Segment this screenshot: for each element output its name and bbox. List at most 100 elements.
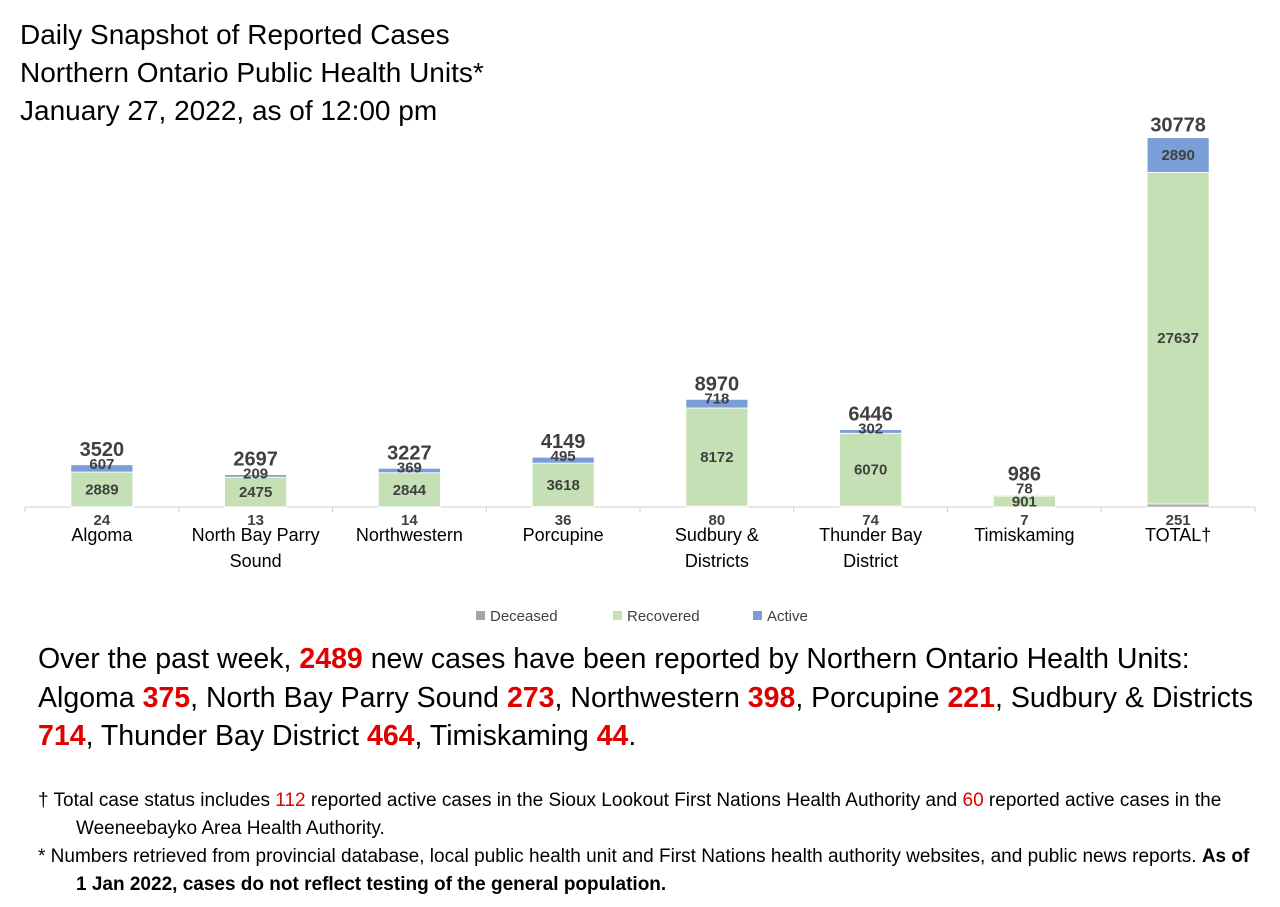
summary-items: Algoma 375, North Bay Parry Sound 273, N… bbox=[38, 682, 1253, 753]
footnote-dagger-number-2: 60 bbox=[962, 790, 984, 811]
bar-segment-recovered bbox=[1146, 171, 1210, 505]
summary-separator: , bbox=[85, 720, 101, 752]
total-label: 3227 bbox=[387, 442, 432, 464]
bar-segment-recovered bbox=[685, 407, 749, 507]
category-label: North Bay Parry bbox=[192, 525, 320, 545]
chart-title: Daily Snapshot of Reported Cases Norther… bbox=[20, 16, 484, 130]
data-label-active: 2890 bbox=[1161, 147, 1194, 164]
category-label: TOTAL† bbox=[1145, 525, 1211, 545]
bar-segment-recovered bbox=[839, 432, 903, 507]
data-label-deceased: 13 bbox=[247, 512, 264, 529]
summary-unit-name: Northwestern bbox=[570, 681, 748, 714]
footnote-star: * Numbers retrieved from provincial data… bbox=[38, 843, 1258, 899]
category-label: Sound bbox=[230, 551, 282, 571]
total-label: 30778 bbox=[1150, 115, 1206, 137]
footnote-dagger-number-1: 112 bbox=[275, 790, 306, 811]
footnotes: † Total case status includes 112 reporte… bbox=[38, 787, 1258, 899]
total-label: 3520 bbox=[80, 439, 125, 461]
data-label-deceased: 36 bbox=[555, 512, 572, 529]
data-label-recovered: 3618 bbox=[546, 477, 579, 494]
category-label: Algoma bbox=[71, 525, 133, 545]
bar-segment-active bbox=[992, 494, 1056, 497]
data-label-deceased: 24 bbox=[94, 512, 111, 529]
total-label: 986 bbox=[1008, 464, 1041, 486]
total-label: 6446 bbox=[848, 404, 893, 426]
legend-recovered-swatch bbox=[613, 611, 622, 620]
summary-unit-value: 221 bbox=[947, 681, 995, 714]
summary-separator: , bbox=[190, 681, 206, 714]
bar-segment-active bbox=[531, 456, 595, 464]
total-label: 4149 bbox=[541, 431, 586, 453]
bar-segment-active bbox=[685, 398, 749, 409]
legend-recovered-label: Recovered bbox=[627, 608, 700, 625]
data-label-active: 302 bbox=[858, 421, 883, 438]
summary-separator: , bbox=[995, 681, 1011, 714]
data-label-active: 495 bbox=[551, 448, 576, 465]
data-label-recovered: 2475 bbox=[239, 484, 272, 501]
weekly-summary: Over the past week, 2489 new cases have … bbox=[38, 640, 1258, 756]
category-label: Districts bbox=[685, 551, 749, 571]
bar-segment-active bbox=[839, 429, 903, 434]
footnote-star-bold: As of 1 Jan 2022, cases do not reflect t… bbox=[76, 846, 1250, 895]
summary-unit-value: 273 bbox=[506, 681, 555, 714]
bar-segment-recovered bbox=[377, 472, 441, 508]
category-label: District bbox=[843, 551, 898, 571]
category-label: Thunder Bay bbox=[819, 525, 922, 545]
footnote-dagger-text-3: reported active cases in the Weeneebayko… bbox=[76, 790, 1222, 839]
data-label-active: 209 bbox=[243, 466, 268, 483]
summary-unit-name: Timiskaming bbox=[429, 720, 597, 752]
footnote-dagger-text-1: † Total case status includes bbox=[38, 790, 276, 811]
footnote-dagger-text-2: reported active cases in the Sioux Looko… bbox=[305, 790, 963, 811]
summary-unit-name: North Bay Parry Sound bbox=[205, 681, 507, 714]
title-line-3: January 27, 2022, as of 12:00 pm bbox=[20, 95, 438, 126]
summary-unit-value: 714 bbox=[38, 720, 86, 752]
summary-unit-name: Porcupine bbox=[811, 681, 948, 714]
summary-unit-name: Thunder Bay District bbox=[100, 720, 367, 752]
summary-unit-value: 464 bbox=[366, 720, 415, 752]
summary-text-2: new cases have been reported by Northern… bbox=[362, 643, 1190, 675]
total-label: 2697 bbox=[233, 449, 278, 471]
data-label-recovered: 901 bbox=[1012, 494, 1037, 511]
summary-separator: , bbox=[795, 681, 812, 714]
summary-unit-name: Sudbury & Districts bbox=[1010, 681, 1254, 714]
data-label-recovered: 6070 bbox=[854, 462, 887, 479]
bar-segment-recovered bbox=[224, 476, 288, 508]
title-line-1: Daily Snapshot of Reported Cases bbox=[20, 19, 450, 50]
legend-active-swatch bbox=[753, 611, 762, 620]
data-label-active: 718 bbox=[704, 390, 729, 407]
legend-deceased-swatch bbox=[476, 611, 485, 620]
data-label-deceased: 251 bbox=[1166, 512, 1191, 529]
data-label-recovered: 27637 bbox=[1157, 330, 1199, 347]
summary-separator: , bbox=[554, 681, 571, 714]
summary-total-new: 2489 bbox=[299, 643, 363, 675]
total-label: 8970 bbox=[695, 373, 740, 395]
bar-segment-deceased bbox=[1146, 503, 1210, 508]
data-label-deceased: 7 bbox=[1020, 512, 1028, 529]
category-label: Porcupine bbox=[523, 525, 604, 545]
data-label-deceased: 74 bbox=[862, 512, 879, 529]
data-label-active: 607 bbox=[89, 456, 114, 473]
footnote-dagger: † Total case status includes 112 reporte… bbox=[38, 787, 1258, 843]
data-label-recovered: 2889 bbox=[85, 481, 118, 498]
title-line-2: Northern Ontario Public Health Units* bbox=[20, 57, 484, 88]
category-label: Timiskaming bbox=[974, 525, 1074, 545]
summary-unit-value: 44 bbox=[596, 720, 629, 752]
footnote-star-text: * Numbers retrieved from provincial data… bbox=[38, 846, 1202, 867]
summary-unit-value: 375 bbox=[142, 681, 191, 714]
data-label-active: 78 bbox=[1016, 481, 1033, 498]
summary-text-1: Over the past week, bbox=[38, 643, 300, 675]
data-label-deceased: 14 bbox=[401, 512, 418, 529]
bar-segment-active bbox=[224, 474, 288, 478]
bar-segment-active bbox=[1146, 137, 1210, 173]
data-label-deceased: 80 bbox=[709, 512, 726, 529]
bar-segment-active bbox=[70, 464, 134, 473]
category-label: Sudbury & bbox=[675, 525, 759, 545]
summary-separator: , bbox=[414, 720, 430, 752]
summary-unit-value: 398 bbox=[747, 681, 796, 714]
summary-unit-name: Algoma bbox=[38, 681, 143, 714]
summary-separator: . bbox=[628, 720, 637, 752]
legend-deceased-label: Deceased bbox=[490, 608, 558, 625]
category-label: Northwestern bbox=[356, 525, 463, 545]
bar-segment-recovered bbox=[531, 462, 595, 507]
